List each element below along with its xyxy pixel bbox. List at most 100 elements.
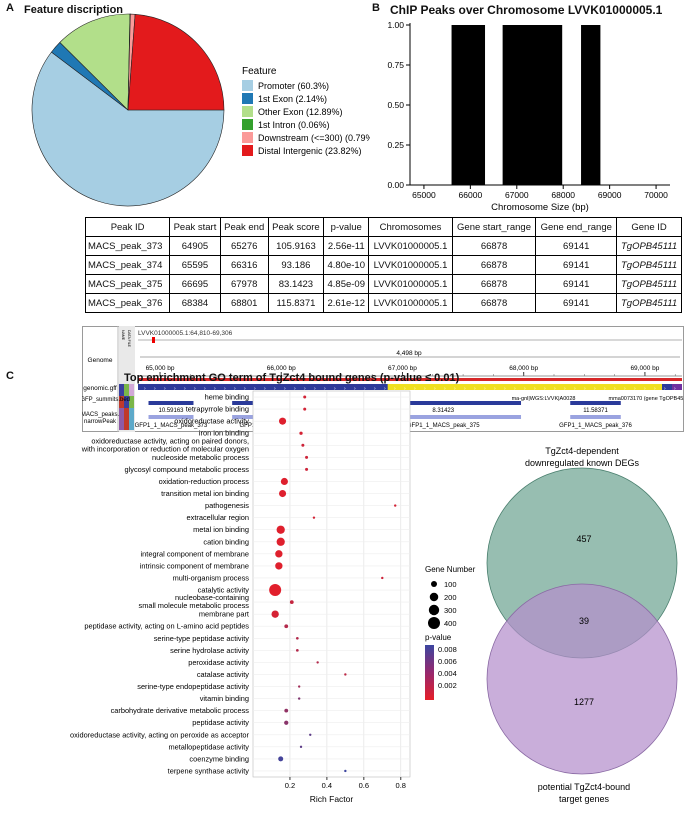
svg-text:›: › — [634, 386, 636, 392]
svg-text:›: › — [564, 386, 566, 392]
side-tag: DATA FILE — [127, 330, 131, 348]
venn-bottom-label: target genes — [559, 794, 610, 804]
venn-diagram: TgZct4-dependent downregulated known DEGs… — [486, 446, 678, 804]
svg-text:›: › — [194, 386, 196, 392]
svg-text:›: › — [264, 386, 266, 392]
svg-text:›: › — [414, 386, 416, 392]
svg-text:›: › — [364, 386, 366, 392]
svg-text:›: › — [294, 386, 296, 392]
table-cell: TgOPB45111 — [616, 293, 682, 313]
peaks-title: ChIP Peaks over Chromosome LVVK01000005.… — [390, 3, 663, 17]
go-point — [344, 673, 347, 676]
table-row: MACS_peak_373 64905 65276 105.9163 2.56e-11 L… — [84, 236, 682, 256]
table-row: MACS_peak_374 65595 66316 93.186 4.80e-10 LVV… — [84, 255, 682, 275]
coord-label: 66,000 bp — [267, 365, 296, 372]
go-term-label: membrane part — [199, 610, 249, 619]
go-term-label: carbohydrate derivative metabolic proces… — [111, 706, 250, 715]
svg-text:›: › — [314, 386, 316, 392]
go-point — [271, 610, 279, 618]
size-legend-label: 100 — [444, 580, 457, 589]
go-point — [316, 661, 319, 664]
go-term-label: metallopeptidase activity — [168, 742, 249, 751]
go-term-label: tetrapyrrole binding — [186, 405, 249, 414]
coord-label: 69,000 bp — [630, 365, 659, 372]
table-cell: 66878 — [451, 236, 537, 256]
svg-text:›: › — [644, 386, 646, 392]
y-tick-label: 0.25 — [387, 140, 404, 150]
coord-label: 67,000 bp — [388, 365, 417, 372]
svg-text:›: › — [164, 386, 166, 392]
span-label: 4,498 bp — [396, 350, 422, 357]
legend-swatch — [242, 132, 253, 143]
svg-text:›: › — [554, 386, 556, 392]
go-term-label: catalytic activity — [198, 586, 250, 595]
venn-bottom-label: potential TgZct4-bound — [538, 782, 630, 792]
track-name: Tg_GFP_summits.bed — [82, 397, 130, 403]
coord-label: 65,000 bp — [146, 365, 175, 372]
svg-text:›: › — [354, 386, 356, 392]
svg-text:›: › — [174, 386, 176, 392]
table-cell: 4.80e-10 — [323, 255, 370, 275]
svg-text:›: › — [344, 386, 346, 392]
narrowpeak-label: GFP1_1_MACS_peak_375 — [407, 423, 480, 429]
table-cell: MACS_peak_373 — [84, 236, 171, 256]
go-point — [295, 636, 299, 640]
svg-text:›: › — [374, 386, 376, 392]
go-point — [303, 395, 307, 399]
svg-text:›: › — [234, 386, 236, 392]
go-term-label: peptidase activity, acting on L-amino ac… — [84, 622, 249, 631]
x-tick-label: 0.6 — [359, 781, 369, 790]
svg-text:›: › — [464, 386, 466, 392]
table-cell: MACS_peak_375 — [84, 274, 171, 294]
table-cell: 66316 — [219, 255, 269, 275]
color-legend-bar — [425, 645, 434, 700]
svg-text:›: › — [334, 386, 336, 392]
table-cell: 2.56e-11 — [323, 236, 370, 256]
go-term-label: serine-type peptidase activity — [154, 634, 250, 643]
go-term-label: pathogenesis — [205, 501, 249, 510]
svg-text:›: › — [444, 386, 446, 392]
pie-chart: Feature Promoter (60.3%) 1st Exon (2.14%)… — [31, 13, 370, 207]
svg-text:›: › — [594, 386, 596, 392]
svg-text:›: › — [454, 386, 456, 392]
svg-text:›: › — [524, 386, 526, 392]
go-point — [275, 550, 283, 558]
go-term-label: iron ion binding — [199, 429, 249, 438]
track-name: Genome — [88, 357, 113, 364]
narrowpeak-bar — [148, 415, 194, 419]
svg-text:›: › — [404, 386, 406, 392]
svg-text:›: › — [214, 386, 216, 392]
go-term-label: peptidase activity — [192, 718, 249, 727]
size-legend-dot — [429, 592, 439, 602]
svg-text:›: › — [154, 386, 156, 392]
table-cell: 115.8371 — [267, 293, 325, 313]
table-cell: MACS_peak_374 — [84, 255, 171, 275]
svg-text:›: › — [574, 386, 576, 392]
venn-top-count: 457 — [576, 534, 591, 544]
locus-text: LVVK01000005.1:64,810-69,306 — [138, 330, 233, 337]
color-legend-label: 0.008 — [438, 645, 457, 654]
table-cell: 105.9163 — [267, 236, 325, 256]
go-term-label: nucleoside metabolic process — [152, 453, 249, 462]
go-term-label: with incorporation or reduction of molec… — [81, 444, 249, 453]
svg-text:›: › — [664, 386, 666, 392]
svg-text:›: › — [394, 386, 396, 392]
column-header: Peak ID — [84, 217, 171, 237]
bed-value: 8.31423 — [432, 408, 454, 414]
color-legend-label: 0.006 — [438, 657, 457, 666]
go-point — [381, 576, 384, 580]
x-axis-label: Chromosome Size (bp) — [491, 202, 589, 213]
venn-bottom-count: 1277 — [574, 697, 594, 707]
bed-value: 10.59163 — [158, 408, 184, 414]
legend-swatch — [242, 145, 253, 156]
venn-overlap-count: 39 — [579, 616, 589, 626]
peak-bar — [581, 25, 601, 185]
y-tick-label: 0.75 — [387, 60, 404, 70]
table-cell: 65276 — [219, 236, 269, 256]
x-tick-label: 66000 — [459, 190, 483, 200]
go-point — [279, 489, 287, 498]
table-cell: 2.61e-12 — [323, 293, 370, 313]
table-cell: 69141 — [535, 255, 618, 275]
table-cell: TgOPB45111 — [616, 255, 682, 275]
size-legend-dot — [428, 617, 440, 629]
